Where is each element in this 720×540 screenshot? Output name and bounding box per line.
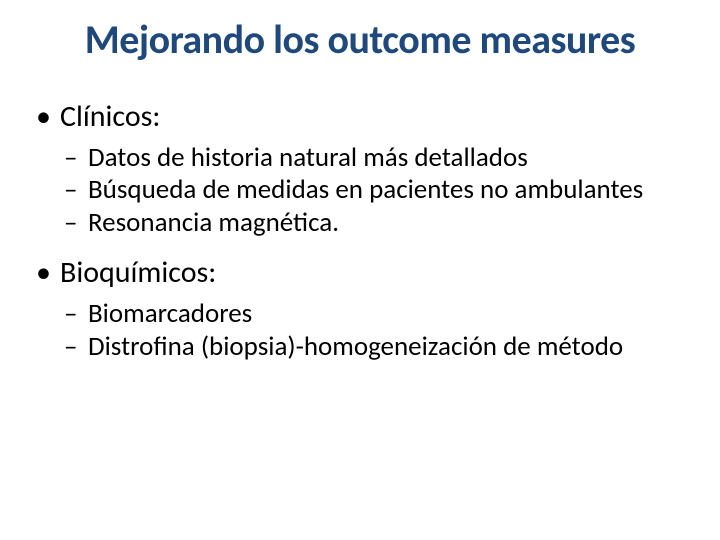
section-label: Bioquímicos: xyxy=(60,254,216,291)
list-item: Datos de historia natural más detallados xyxy=(60,142,690,175)
slide: Mejorando los outcome measures Clínicos:… xyxy=(0,0,720,540)
section-label: Clínicos: xyxy=(60,98,160,135)
list-item: Biomarcadores xyxy=(60,298,690,331)
section-clinicos: Clínicos: Datos de historia natural más … xyxy=(30,98,690,240)
bullet-list-level1: Clínicos: Datos de historia natural más … xyxy=(30,98,690,364)
list-item: Búsqueda de medidas en pacientes no ambu… xyxy=(60,174,690,207)
list-item: Resonancia magnética. xyxy=(60,207,690,240)
section-bioquimicos: Bioquímicos: Biomarcadores Distrofina (b… xyxy=(30,254,690,363)
bullet-list-level2: Biomarcadores Distrofina (biopsia)-homog… xyxy=(60,298,690,364)
list-item: Distrofina (biopsia)-homogeneización de … xyxy=(60,331,690,364)
slide-title: Mejorando los outcome measures xyxy=(30,18,690,62)
bullet-list-level2: Datos de historia natural más detallados… xyxy=(60,142,690,241)
